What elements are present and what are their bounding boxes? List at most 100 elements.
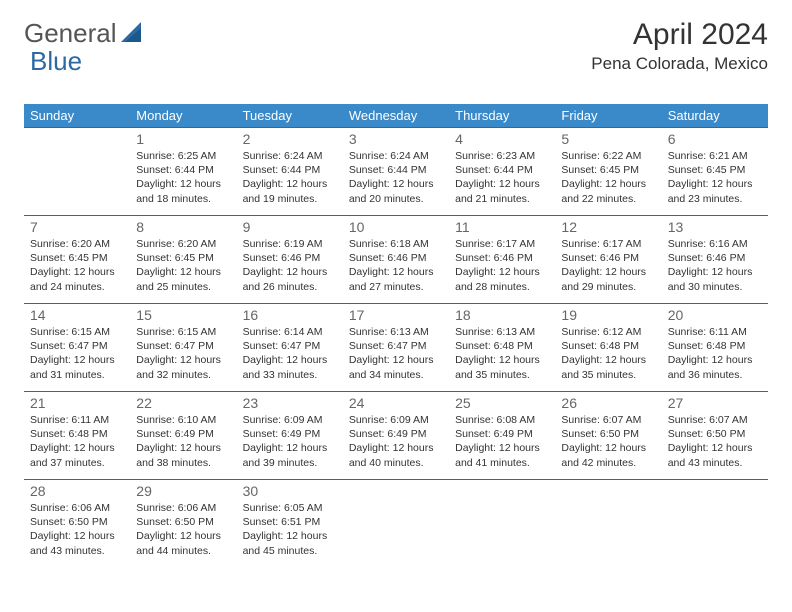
day-number: 6 [668, 131, 762, 147]
day-cell: 19 Sunrise: 6:12 AM Sunset: 6:48 PM Dayligh… [555, 304, 661, 392]
daylight-line: Daylight: 12 hours and 24 minutes. [30, 266, 115, 292]
day-number: 8 [136, 219, 230, 235]
day-cell: 2Sunrise: 6:24 AMSunset: 6:44 PMDaylight… [237, 128, 343, 216]
day-info: Sunrise: 6:18 AMSunset: 6:46 PMDaylight:… [349, 237, 443, 294]
sunrise-line: Sunrise: 6:17 AM [455, 238, 535, 250]
sunrise-line: Sunrise: 6:25 AM [136, 150, 216, 162]
day-info: Sunrise: 6:20 AMSunset: 6:45 PMDaylight:… [136, 237, 230, 294]
daylight-line: Daylight: 12 hours and 19 minutes. [243, 178, 328, 204]
sunrise-line: Sunrise: 6:05 AM [243, 502, 323, 514]
sunrise-line: Sunrise: 6:06 AM [136, 502, 216, 514]
day-cell: 22Sunrise: 6:10 AMSunset: 6:49 PMDayligh… [130, 392, 236, 480]
sunrise-line: Sunrise: 6:18 AM [349, 238, 429, 250]
sunset-line: Sunset: 6:47 PM [30, 340, 108, 352]
sunset-line: Sunset: 6:49 PM [455, 428, 533, 440]
day-cell: 1Sunrise: 6:25 AMSunset: 6:44 PMDaylight… [130, 128, 236, 216]
daylight-line: Daylight: 12 hours and 22 minutes. [561, 178, 646, 204]
sail-icon [121, 18, 147, 49]
sunrise-line: Sunrise: 6:11 AM [30, 414, 109, 426]
sunset-line: Sunset: 6:51 PM [243, 516, 321, 528]
sunset-line: Sunset: 6:44 PM [455, 164, 533, 176]
day-cell: 28Sunrise: 6:06 AMSunset: 6:50 PMDayligh… [24, 480, 130, 568]
daylight-line: Daylight: 12 hours and 44 minutes. [136, 530, 221, 556]
sunrise-line: Sunrise: 6:17 AM [561, 238, 641, 250]
day-info: Sunrise: 6:15 AMSunset: 6:47 PMDaylight:… [30, 325, 124, 382]
sunset-line: Sunset: 6:50 PM [30, 516, 108, 528]
sunrise-line: Sunrise: 6:13 AM [455, 326, 535, 338]
daylight-line: Daylight: 12 hours and 33 minutes. [243, 354, 328, 380]
daylight-line: Daylight: 12 hours and 41 minutes. [455, 442, 540, 468]
day-info: Sunrise: 6:13 AMSunset: 6:48 PMDaylight:… [455, 325, 549, 382]
sunrise-line: Sunrise: 6:09 AM [349, 414, 429, 426]
day-cell: 14Sunrise: 6:15 AMSunset: 6:47 PMDayligh… [24, 304, 130, 392]
day-number: 23 [243, 395, 337, 411]
day-cell: 11Sunrise: 6:17 AMSunset: 6:46 PMDayligh… [449, 216, 555, 304]
day-number: 2 [243, 131, 337, 147]
sunset-line: Sunset: 6:44 PM [136, 164, 214, 176]
daylight-line: Daylight: 12 hours and 42 minutes. [561, 442, 646, 468]
day-number: 29 [136, 483, 230, 499]
day-number: 24 [349, 395, 443, 411]
sunrise-line: Sunrise: 6:08 AM [455, 414, 535, 426]
sunrise-line: Sunrise: 6:19 AM [243, 238, 323, 250]
sunrise-line: Sunrise: 6:20 AM [136, 238, 216, 250]
day-cell: 23Sunrise: 6:09 AMSunset: 6:49 PMDayligh… [237, 392, 343, 480]
sunrise-line: Sunrise: 6:07 AM [668, 414, 748, 426]
col-monday: Monday [130, 104, 236, 128]
daylight-line: Daylight: 12 hours and 35 minutes. [561, 354, 646, 380]
sunset-line: Sunset: 6:46 PM [243, 252, 321, 264]
day-number: 11 [455, 219, 549, 235]
day-cell: 13Sunrise: 6:16 AMSunset: 6:46 PMDayligh… [662, 216, 768, 304]
sunset-line: Sunset: 6:45 PM [30, 252, 108, 264]
day-info: Sunrise: 6:08 AM Sunset: 6:49 PM Daylight:… [455, 413, 549, 470]
sunset-line: Sunset: 6:48 PM [561, 340, 639, 352]
sunset-line: Sunset: 6:47 PM [136, 340, 214, 352]
day-number: 19 [561, 307, 655, 323]
logo: General [24, 18, 147, 49]
day-cell: 18Sunrise: 6:13 AMSunset: 6:48 PMDayligh… [449, 304, 555, 392]
sunrise-line: Sunrise: 6:10 AM [136, 414, 216, 426]
week-row: 21Sunrise: 6:11 AMSunset: 6:48 PMDayligh… [24, 392, 768, 480]
day-number: 25 [455, 395, 549, 411]
sunset-line: Sunset: 6:49 PM [136, 428, 214, 440]
sunrise-line: Sunrise: 6:21 AM [668, 150, 748, 162]
sunset-line: Sunset: 6:50 PM [561, 428, 639, 440]
daylight-line: Daylight: 12 hours and 36 minutes. [668, 354, 753, 380]
col-sunday: Sunday [24, 104, 130, 128]
daylight-line: Daylight: 12 hours and 28 minutes. [455, 266, 540, 292]
sunrise-line: Sunrise: 6:06 AM [30, 502, 110, 514]
sunset-line: Sunset: 6:50 PM [668, 428, 746, 440]
daylight-line: Daylight: 12 hours and 21 minutes. [455, 178, 540, 204]
day-info: Sunrise: 6:06 AMSunset: 6:50 PMDaylight:… [136, 501, 230, 558]
day-cell: 10Sunrise: 6:18 AMSunset: 6:46 PMDayligh… [343, 216, 449, 304]
day-number: 26 [561, 395, 655, 411]
day-cell: 15Sunrise: 6:15 AMSunset: 6:47 PMDayligh… [130, 304, 236, 392]
day-info: Sunrise: 6:14 AMSunset: 6:47 PMDaylight:… [243, 325, 337, 382]
daylight-line: Daylight: 12 hours and 45 minutes. [243, 530, 328, 556]
day-number: 5 [561, 131, 655, 147]
day-info: Sunrise: 6:24 AMSunset: 6:44 PMDaylight:… [349, 149, 443, 206]
day-info: Sunrise: 6:09 AMSunset: 6:49 PMDaylight:… [349, 413, 443, 470]
calendar-table: Sunday Monday Tuesday Wednesday Thursday… [24, 104, 768, 568]
daylight-line: Daylight: 12 hours and 35 minutes. [455, 354, 540, 380]
day-number: 13 [668, 219, 762, 235]
day-number: 3 [349, 131, 443, 147]
daylight-line: Daylight: 12 hours and 27 minutes. [349, 266, 434, 292]
day-number: 17 [349, 307, 443, 323]
daylight-line: Daylight: 12 hours and 20 minutes. [349, 178, 434, 204]
logo-text-2: Blue [30, 46, 82, 77]
day-cell: 25 Sunrise: 6:08 AM Sunset: 6:49 PM Dayligh… [449, 392, 555, 480]
daylight-line: Daylight: 12 hours and 26 minutes. [243, 266, 328, 292]
sunrise-line: Sunrise: 6:12 AM [561, 326, 641, 338]
week-row: 7Sunrise: 6:20 AMSunset: 6:45 PMDaylight… [24, 216, 768, 304]
title-block: April 2024 Pena Colorada, Mexico [591, 18, 768, 74]
daylight-line: Daylight: 12 hours and 32 minutes. [136, 354, 221, 380]
day-cell: 17Sunrise: 6:13 AMSunset: 6:47 PMDayligh… [343, 304, 449, 392]
col-tuesday: Tuesday [237, 104, 343, 128]
sunrise-line: Sunrise: 6:13 AM [349, 326, 429, 338]
day-number: 1 [136, 131, 230, 147]
day-cell: 7Sunrise: 6:20 AMSunset: 6:45 PMDaylight… [24, 216, 130, 304]
day-cell [343, 480, 449, 568]
daylight-line: Daylight: 12 hours and 31 minutes. [30, 354, 115, 380]
sunset-line: Sunset: 6:46 PM [561, 252, 639, 264]
